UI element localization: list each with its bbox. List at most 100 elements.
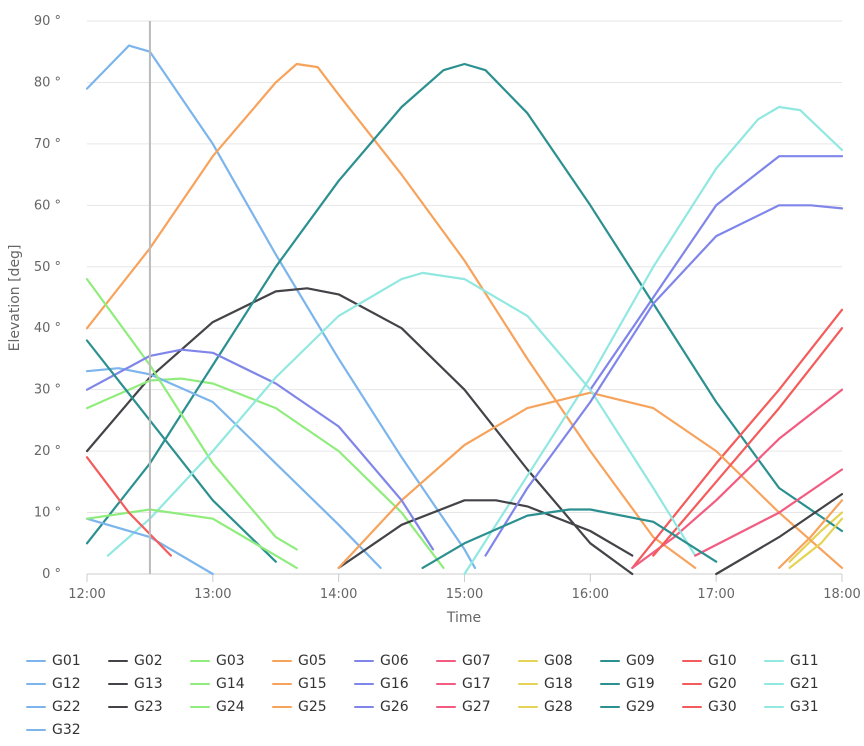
- legend-item-g13[interactable]: G13: [108, 676, 163, 692]
- legend-label: G15: [298, 676, 327, 692]
- legend-swatch: [354, 706, 374, 708]
- series-line-g13[interactable]: [337, 499, 634, 569]
- legend-swatch: [108, 660, 128, 662]
- legend-item-g12[interactable]: G12: [26, 676, 81, 692]
- legend-swatch: [600, 683, 620, 685]
- legend-item-g09[interactable]: G09: [600, 653, 655, 669]
- legend-swatch: [436, 683, 456, 685]
- legend-item-g29[interactable]: G29: [600, 699, 655, 715]
- legend-swatch: [764, 660, 784, 662]
- legend-item-g26[interactable]: G26: [354, 699, 409, 715]
- series-line-g29[interactable]: [421, 508, 718, 569]
- x-tick-label: 15:00: [446, 587, 483, 602]
- legend-item-g16[interactable]: G16: [354, 676, 409, 692]
- series-line-g30[interactable]: [85, 456, 172, 557]
- legend-swatch: [600, 706, 620, 708]
- y-tick-label: 0 °: [42, 567, 61, 582]
- legend-item-g10[interactable]: G10: [682, 653, 737, 669]
- legend-swatch: [272, 683, 292, 685]
- x-axis-title: Time: [446, 610, 481, 626]
- series-line-g09[interactable]: [85, 62, 844, 545]
- legend-item-g07[interactable]: G07: [436, 653, 491, 669]
- legend-swatch: [764, 706, 784, 708]
- series-line-g12[interactable]: [85, 367, 382, 569]
- legend-label: G32: [52, 722, 81, 738]
- series-line-g27[interactable]: [694, 468, 844, 557]
- y-tick-label: 60 °: [34, 198, 61, 213]
- legend-swatch: [190, 706, 210, 708]
- legend-swatch: [682, 706, 702, 708]
- series-line-g05[interactable]: [85, 62, 697, 569]
- legend-item-g03[interactable]: G03: [190, 653, 245, 669]
- legend-swatch: [354, 660, 374, 662]
- legend-swatch: [600, 660, 620, 662]
- legend-item-g30[interactable]: G30: [682, 699, 737, 715]
- legend-item-g17[interactable]: G17: [436, 676, 491, 692]
- legend-label: G19: [626, 676, 655, 692]
- legend-swatch: [354, 683, 374, 685]
- legend-item-g28[interactable]: G28: [518, 699, 573, 715]
- legend-label: G18: [544, 676, 573, 692]
- legend-item-g19[interactable]: G19: [600, 676, 655, 692]
- legend-item-g21[interactable]: G21: [764, 676, 819, 692]
- series-line-g20[interactable]: [652, 327, 844, 557]
- legend-label: G03: [216, 653, 245, 669]
- series-line-g25[interactable]: [778, 499, 844, 569]
- legend-item-g25[interactable]: G25: [272, 699, 327, 715]
- legend-item-g06[interactable]: G06: [354, 653, 409, 669]
- series-line-g08[interactable]: [788, 511, 844, 563]
- legend-label: G29: [626, 699, 655, 715]
- legend-item-g24[interactable]: G24: [190, 699, 245, 715]
- series-line-g15[interactable]: [337, 391, 844, 569]
- y-tick-label: 10 °: [34, 506, 61, 521]
- legend-swatch: [272, 660, 292, 662]
- series-line-g10[interactable]: [631, 308, 844, 569]
- legend-item-g20[interactable]: G20: [682, 676, 737, 692]
- series-line-g28[interactable]: [788, 517, 844, 569]
- series-line-g01[interactable]: [85, 44, 477, 569]
- legend-item-g11[interactable]: G11: [764, 653, 819, 669]
- legend-item-g02[interactable]: G02: [108, 653, 163, 669]
- legend-item-g18[interactable]: G18: [518, 676, 573, 692]
- legend-item-g22[interactable]: G22: [26, 699, 81, 715]
- legend-item-g14[interactable]: G14: [190, 676, 245, 692]
- series-line-g19[interactable]: [85, 339, 277, 563]
- legend-label: G20: [708, 676, 737, 692]
- series-line-g02[interactable]: [85, 287, 634, 576]
- y-tick-label: 20 °: [34, 444, 61, 459]
- legend-item-g31[interactable]: G31: [764, 699, 819, 715]
- series-line-g03[interactable]: [85, 377, 445, 569]
- legend-label: G28: [544, 699, 573, 715]
- legend-swatch: [190, 683, 210, 685]
- series-line-g21[interactable]: [106, 271, 697, 557]
- legend-item-g32[interactable]: G32: [26, 722, 81, 738]
- legend-label: G16: [380, 676, 409, 692]
- series-line-g14[interactable]: [85, 278, 298, 551]
- legend-label: G07: [462, 653, 491, 669]
- y-tick-label: 50 °: [34, 260, 61, 275]
- series-line-g23[interactable]: [715, 493, 844, 576]
- legend-label: G22: [52, 699, 81, 715]
- y-tick-label: 80 °: [34, 75, 61, 90]
- legend-swatch: [518, 706, 538, 708]
- legend-item-g05[interactable]: G05: [272, 653, 327, 669]
- legend-item-g15[interactable]: G15: [272, 676, 327, 692]
- legend-item-g23[interactable]: G23: [108, 699, 163, 715]
- legend-item-g01[interactable]: G01: [26, 653, 81, 669]
- legend-swatch: [518, 683, 538, 685]
- x-tick-label: 12:00: [68, 587, 105, 602]
- legend-item-g27[interactable]: G27: [436, 699, 491, 715]
- series-line-g11[interactable]: [463, 105, 844, 576]
- series-line-g26[interactable]: [484, 204, 844, 557]
- legend-label: G17: [462, 676, 491, 692]
- series-line-g24[interactable]: [85, 508, 298, 569]
- legend-label: G13: [134, 676, 163, 692]
- series-line-g06[interactable]: [589, 155, 844, 391]
- series-line-g16[interactable]: [85, 348, 435, 551]
- legend-item-g08[interactable]: G08: [518, 653, 573, 669]
- legend-label: G21: [790, 676, 819, 692]
- legend-swatch: [518, 660, 538, 662]
- legend-swatch: [436, 706, 456, 708]
- legend-swatch: [764, 683, 784, 685]
- y-tick-label: 40 °: [34, 321, 61, 336]
